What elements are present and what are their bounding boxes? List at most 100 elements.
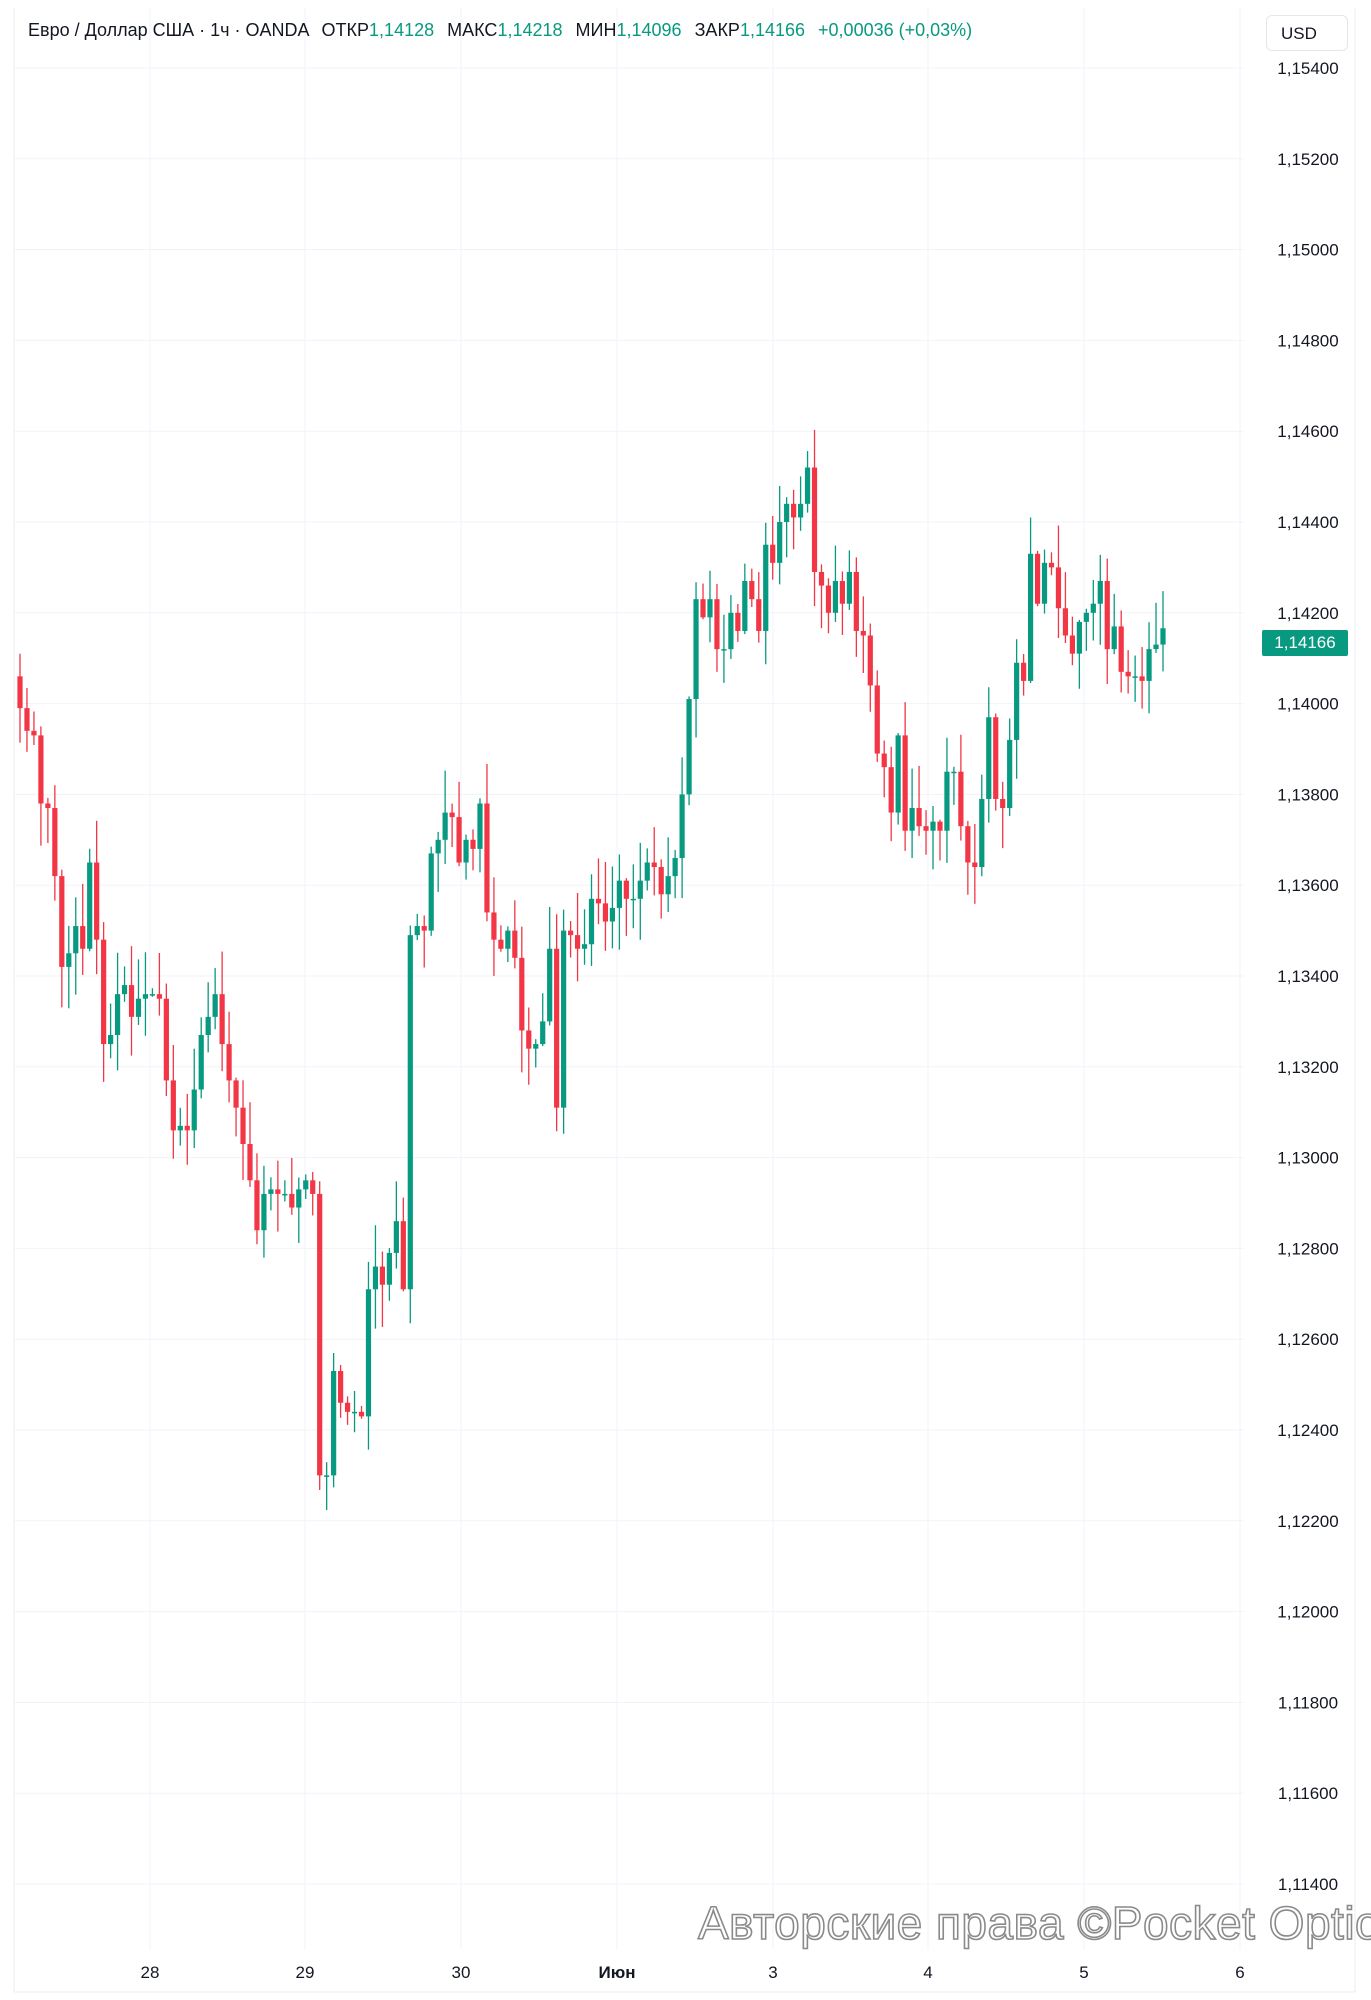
candle-body	[1076, 621, 1082, 654]
candle-down	[163, 983, 169, 1097]
candle-down	[867, 623, 873, 712]
candle-body	[1034, 553, 1041, 604]
candle-down	[567, 921, 574, 958]
candle-body	[672, 857, 678, 877]
date-tick-label: 4	[923, 1963, 932, 1982]
candle-down	[972, 823, 978, 904]
candle-body	[428, 853, 434, 931]
candle-down	[916, 765, 922, 836]
candle-up	[784, 497, 790, 558]
candle-down	[881, 740, 887, 798]
candle-down	[94, 820, 100, 975]
high-value: 1,14218	[497, 20, 563, 40]
candle-body	[142, 994, 149, 999]
candle-body	[296, 1189, 302, 1208]
candle-body	[707, 599, 713, 618]
date-tick-label: 5	[1079, 1963, 1088, 1982]
candle-up	[324, 1462, 330, 1510]
candle-body	[1090, 603, 1096, 613]
candle-body	[358, 1411, 365, 1417]
candle-body	[512, 930, 518, 958]
low-value: 1,14096	[616, 20, 682, 40]
candle-body	[770, 544, 776, 563]
candle-body	[289, 1193, 295, 1208]
candle-down	[937, 819, 943, 861]
price-axis[interactable]: 1,15400 1,15200 1,15000 1,14800 1,14600 1,144…	[1277, 59, 1338, 1894]
candle-body	[1069, 635, 1075, 654]
candle-down	[651, 827, 657, 896]
candle-up	[777, 485, 783, 585]
candle-body	[170, 1080, 176, 1131]
candle-body	[1139, 676, 1145, 681]
candle-body	[777, 522, 783, 563]
candle-body	[1083, 612, 1089, 622]
price-tick-label: 1,12800	[1277, 1239, 1338, 1258]
candle-up	[463, 834, 469, 880]
candle-body	[282, 1193, 288, 1196]
candle-body	[839, 581, 846, 604]
candle-up	[372, 1225, 379, 1329]
price-tick-label: 1,12200	[1277, 1512, 1338, 1531]
candle-body	[66, 953, 72, 967]
candle-down	[574, 893, 581, 982]
price-tick-label: 1,15000	[1277, 241, 1338, 260]
candle-down	[756, 572, 762, 643]
price-tick-label: 1,14800	[1277, 331, 1338, 350]
candle-down	[902, 702, 908, 851]
candle-up	[672, 849, 678, 899]
candle-body	[1153, 644, 1159, 650]
candle-down	[226, 1011, 232, 1103]
candle-body	[240, 1107, 246, 1144]
candle-body	[853, 571, 859, 631]
candle-down	[958, 734, 964, 841]
price-tick-label: 1,12400	[1277, 1421, 1338, 1440]
candle-down	[317, 1181, 323, 1490]
candle-up	[121, 966, 128, 1002]
candle-body	[435, 839, 441, 854]
open-value: 1,14128	[369, 20, 435, 40]
candle-body	[351, 1411, 358, 1414]
candle-body	[595, 898, 602, 904]
candle-body	[1000, 798, 1006, 809]
candle-up	[414, 913, 420, 941]
candle-body	[714, 599, 720, 650]
candle-body	[554, 948, 560, 1108]
candle-down	[289, 1157, 295, 1215]
candle-up	[296, 1177, 302, 1243]
price-tick-label: 1,14000	[1277, 695, 1338, 714]
candle-body	[700, 599, 706, 618]
candle-down	[310, 1171, 316, 1216]
candle-body	[902, 735, 908, 831]
candle-body	[581, 944, 588, 949]
candle-body	[407, 935, 413, 1290]
candle-down	[853, 557, 859, 657]
symbol-title[interactable]: Евро / Доллар США · 1ч · OANDA	[28, 20, 309, 40]
candle-body	[198, 1035, 204, 1090]
candle-body	[414, 926, 420, 936]
candle-body	[547, 948, 553, 1022]
candle-down	[874, 670, 880, 762]
candle-down	[888, 746, 894, 842]
date-tick-label: 28	[141, 1963, 160, 1982]
candle-up	[930, 805, 936, 870]
candle-body	[1048, 562, 1055, 568]
candle-body	[881, 753, 887, 768]
candle-body	[1007, 739, 1013, 809]
candle-down	[1062, 572, 1069, 644]
candle-body	[686, 699, 692, 795]
candle-up	[261, 1165, 267, 1258]
currency-button[interactable]: USD	[1266, 15, 1348, 51]
price-tick-label: 1,11400	[1278, 1875, 1338, 1894]
candle-body	[212, 994, 218, 1017]
time-axis[interactable]: 28 29 30 Июн 3 4 5 6	[141, 1963, 1245, 1982]
candle-body	[937, 821, 943, 831]
candle-body	[797, 503, 804, 518]
candle-down	[700, 583, 706, 620]
candle-body	[1014, 662, 1020, 740]
candle-down	[337, 1364, 344, 1418]
candle-body	[484, 803, 490, 913]
candle-body	[163, 998, 169, 1081]
candle-down	[498, 925, 504, 952]
candle-body	[825, 585, 832, 613]
